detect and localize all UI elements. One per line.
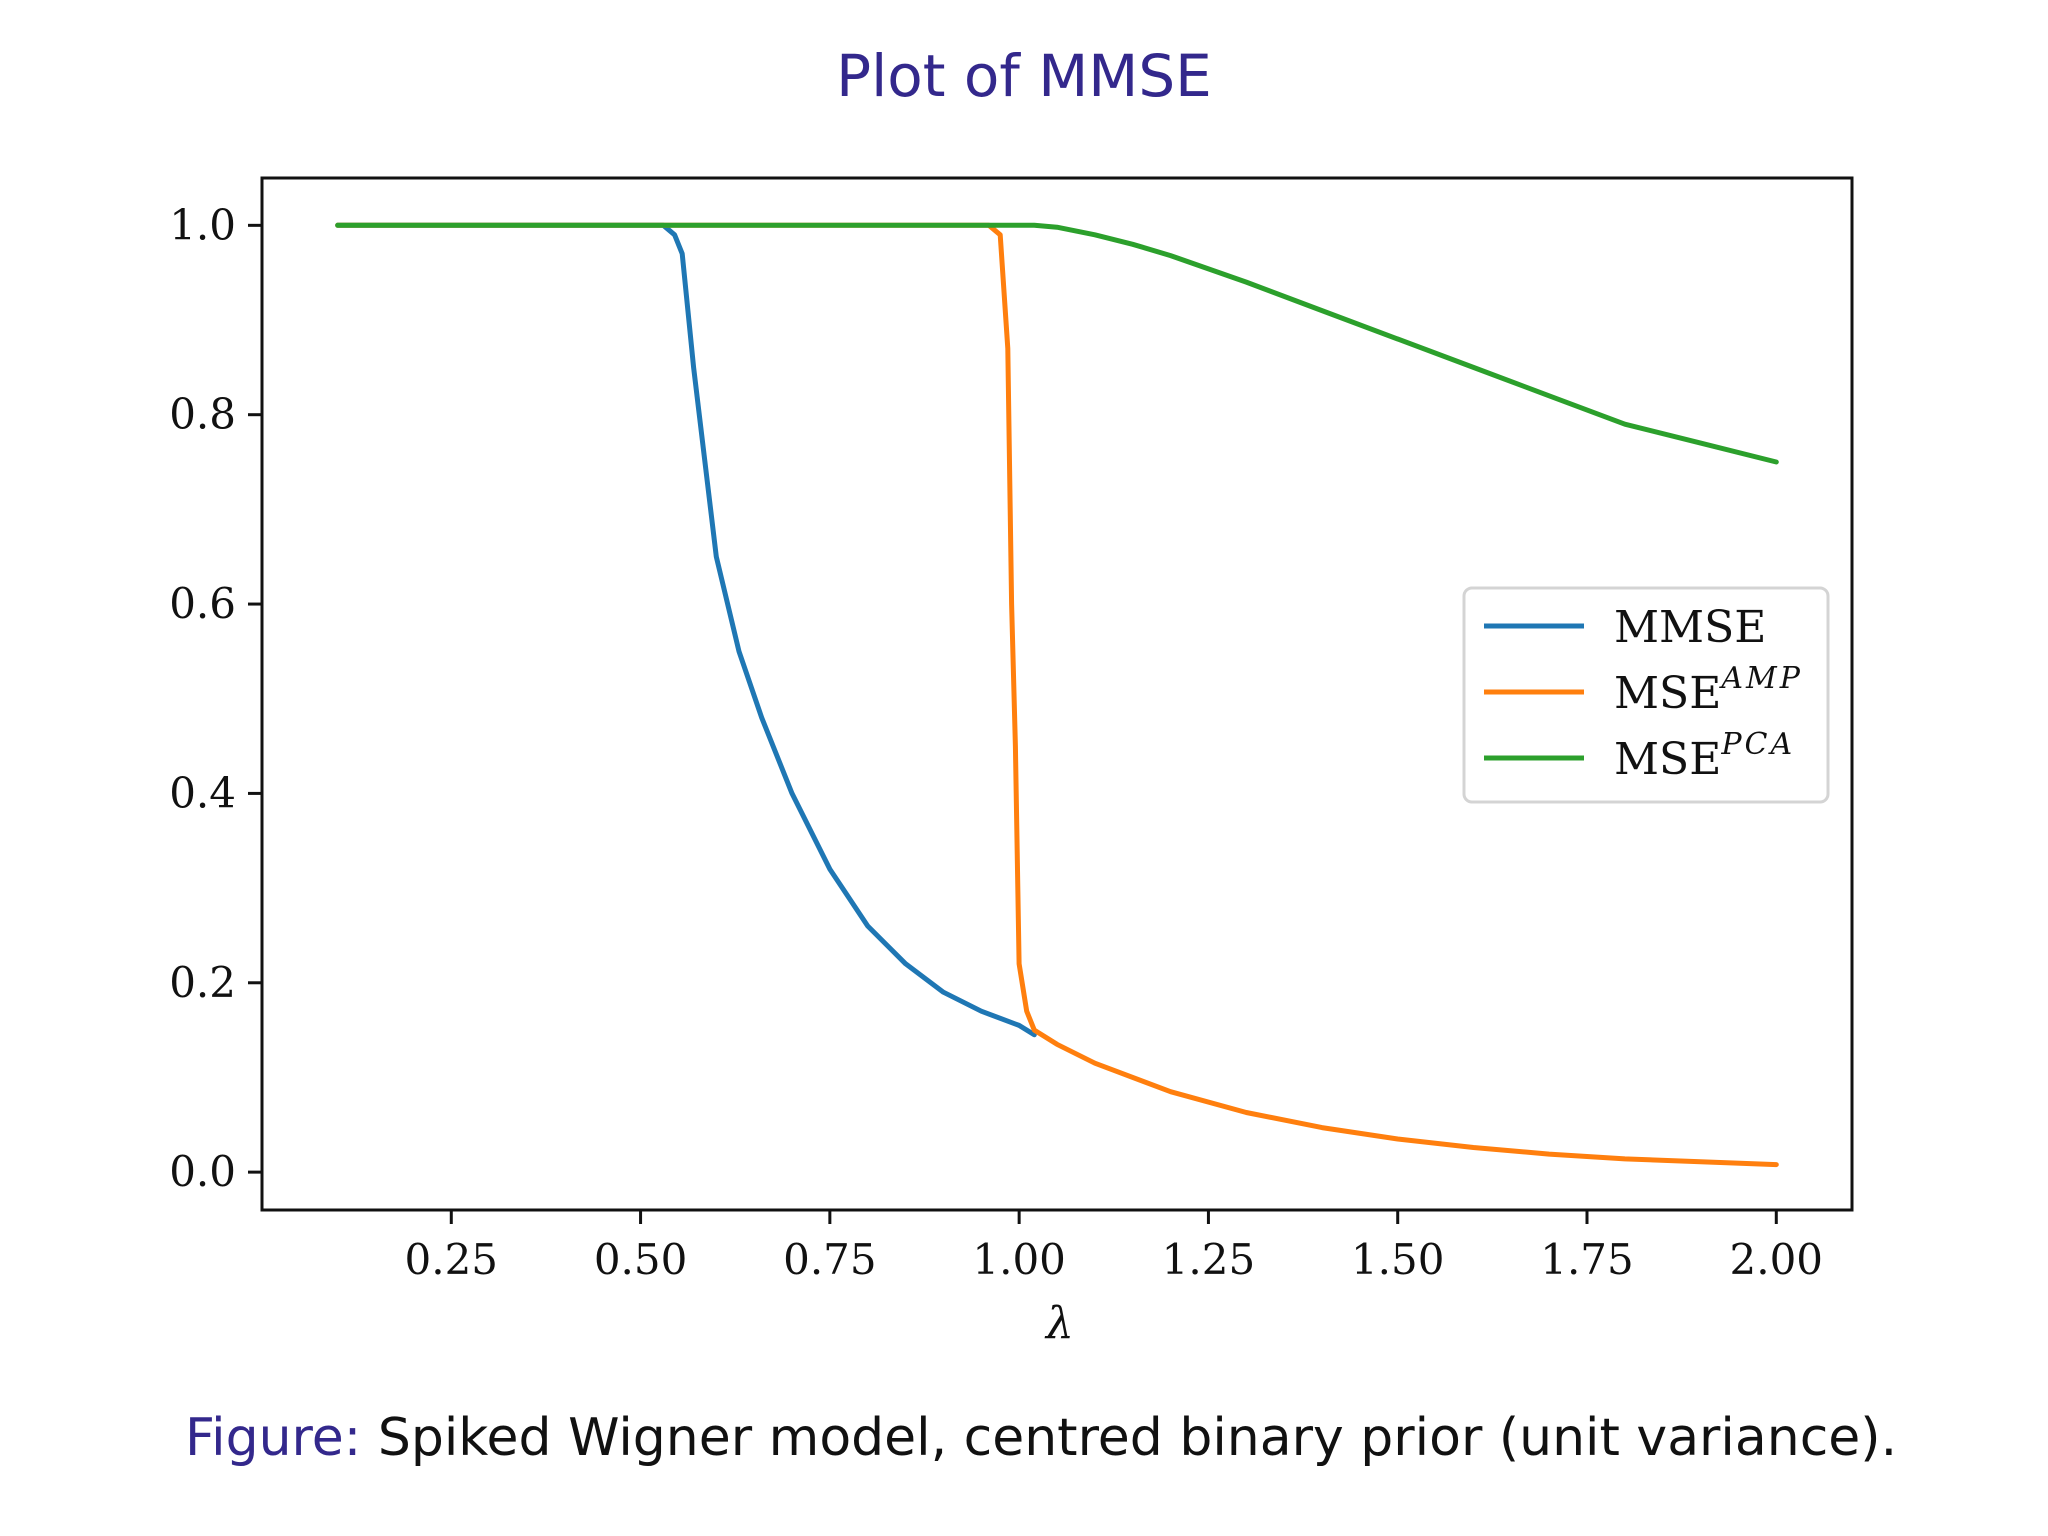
legend-box	[1462, 586, 1830, 804]
legend-label-base: MSE	[1614, 734, 1721, 785]
x-tick-label: 0.50	[594, 1235, 688, 1284]
y-axis: 0.0 0.2 0.4 0.6 0.8 1.0	[169, 200, 262, 1196]
x-tick-label: 1.50	[1351, 1235, 1445, 1284]
legend-label-superscript: AMP	[1718, 661, 1803, 696]
series-line-mse-pca	[335, 222, 1779, 465]
x-axis: 0.25 0.50 0.75 1.00 1.25 1.50 1.75 2.00	[405, 1210, 1824, 1284]
legend-label-base: MMSE	[1614, 602, 1766, 653]
x-tick-label: 0.75	[783, 1235, 877, 1284]
x-tick-label: 1.75	[1540, 1235, 1634, 1284]
legend-label: MSEAMP	[1614, 661, 1803, 719]
x-tick-label: 0.25	[405, 1235, 499, 1284]
series-line-mmse	[335, 222, 1037, 1038]
slide-title: Plot of MMSE	[836, 42, 1212, 110]
x-tick-label: 1.25	[1162, 1235, 1256, 1284]
legend-label: MMSE	[1614, 602, 1766, 653]
legend-label: MSEPCA	[1614, 727, 1795, 785]
y-tick-label: 0.2	[169, 958, 236, 1007]
y-tick-label: 0.6	[169, 579, 236, 628]
figure-caption: Figure: Spiked Wigner model, centred bin…	[185, 1408, 1985, 1468]
caption-text: Spiked Wigner model, centred binary prio…	[377, 1408, 1898, 1468]
caption-prefix: Figure:	[185, 1408, 362, 1468]
chart-container: 0.25 0.50 0.75 1.00 1.25 1.50 1.75 2.00 0.0 0.2 0…	[169, 176, 1854, 1349]
y-tick-label: 1.0	[169, 200, 236, 249]
legend-label-superscript: PCA	[1720, 727, 1795, 762]
y-tick-label: 0.8	[169, 390, 236, 439]
legend-label-base: MSE	[1614, 668, 1721, 719]
plot-frame	[260, 176, 1854, 1212]
x-tick-label: 1.00	[972, 1235, 1066, 1284]
series-lines	[335, 222, 1779, 1168]
y-tick-label: 0.0	[169, 1147, 236, 1196]
mmse-line-chart: 0.25 0.50 0.75 1.00 1.25 1.50 1.75 2.00 0.00.20…	[169, 176, 1854, 1349]
x-axis-label: λ	[1044, 1298, 1074, 1349]
x-tick-label: 2.00	[1730, 1235, 1824, 1284]
y-tick-label: 0.4	[169, 768, 236, 817]
